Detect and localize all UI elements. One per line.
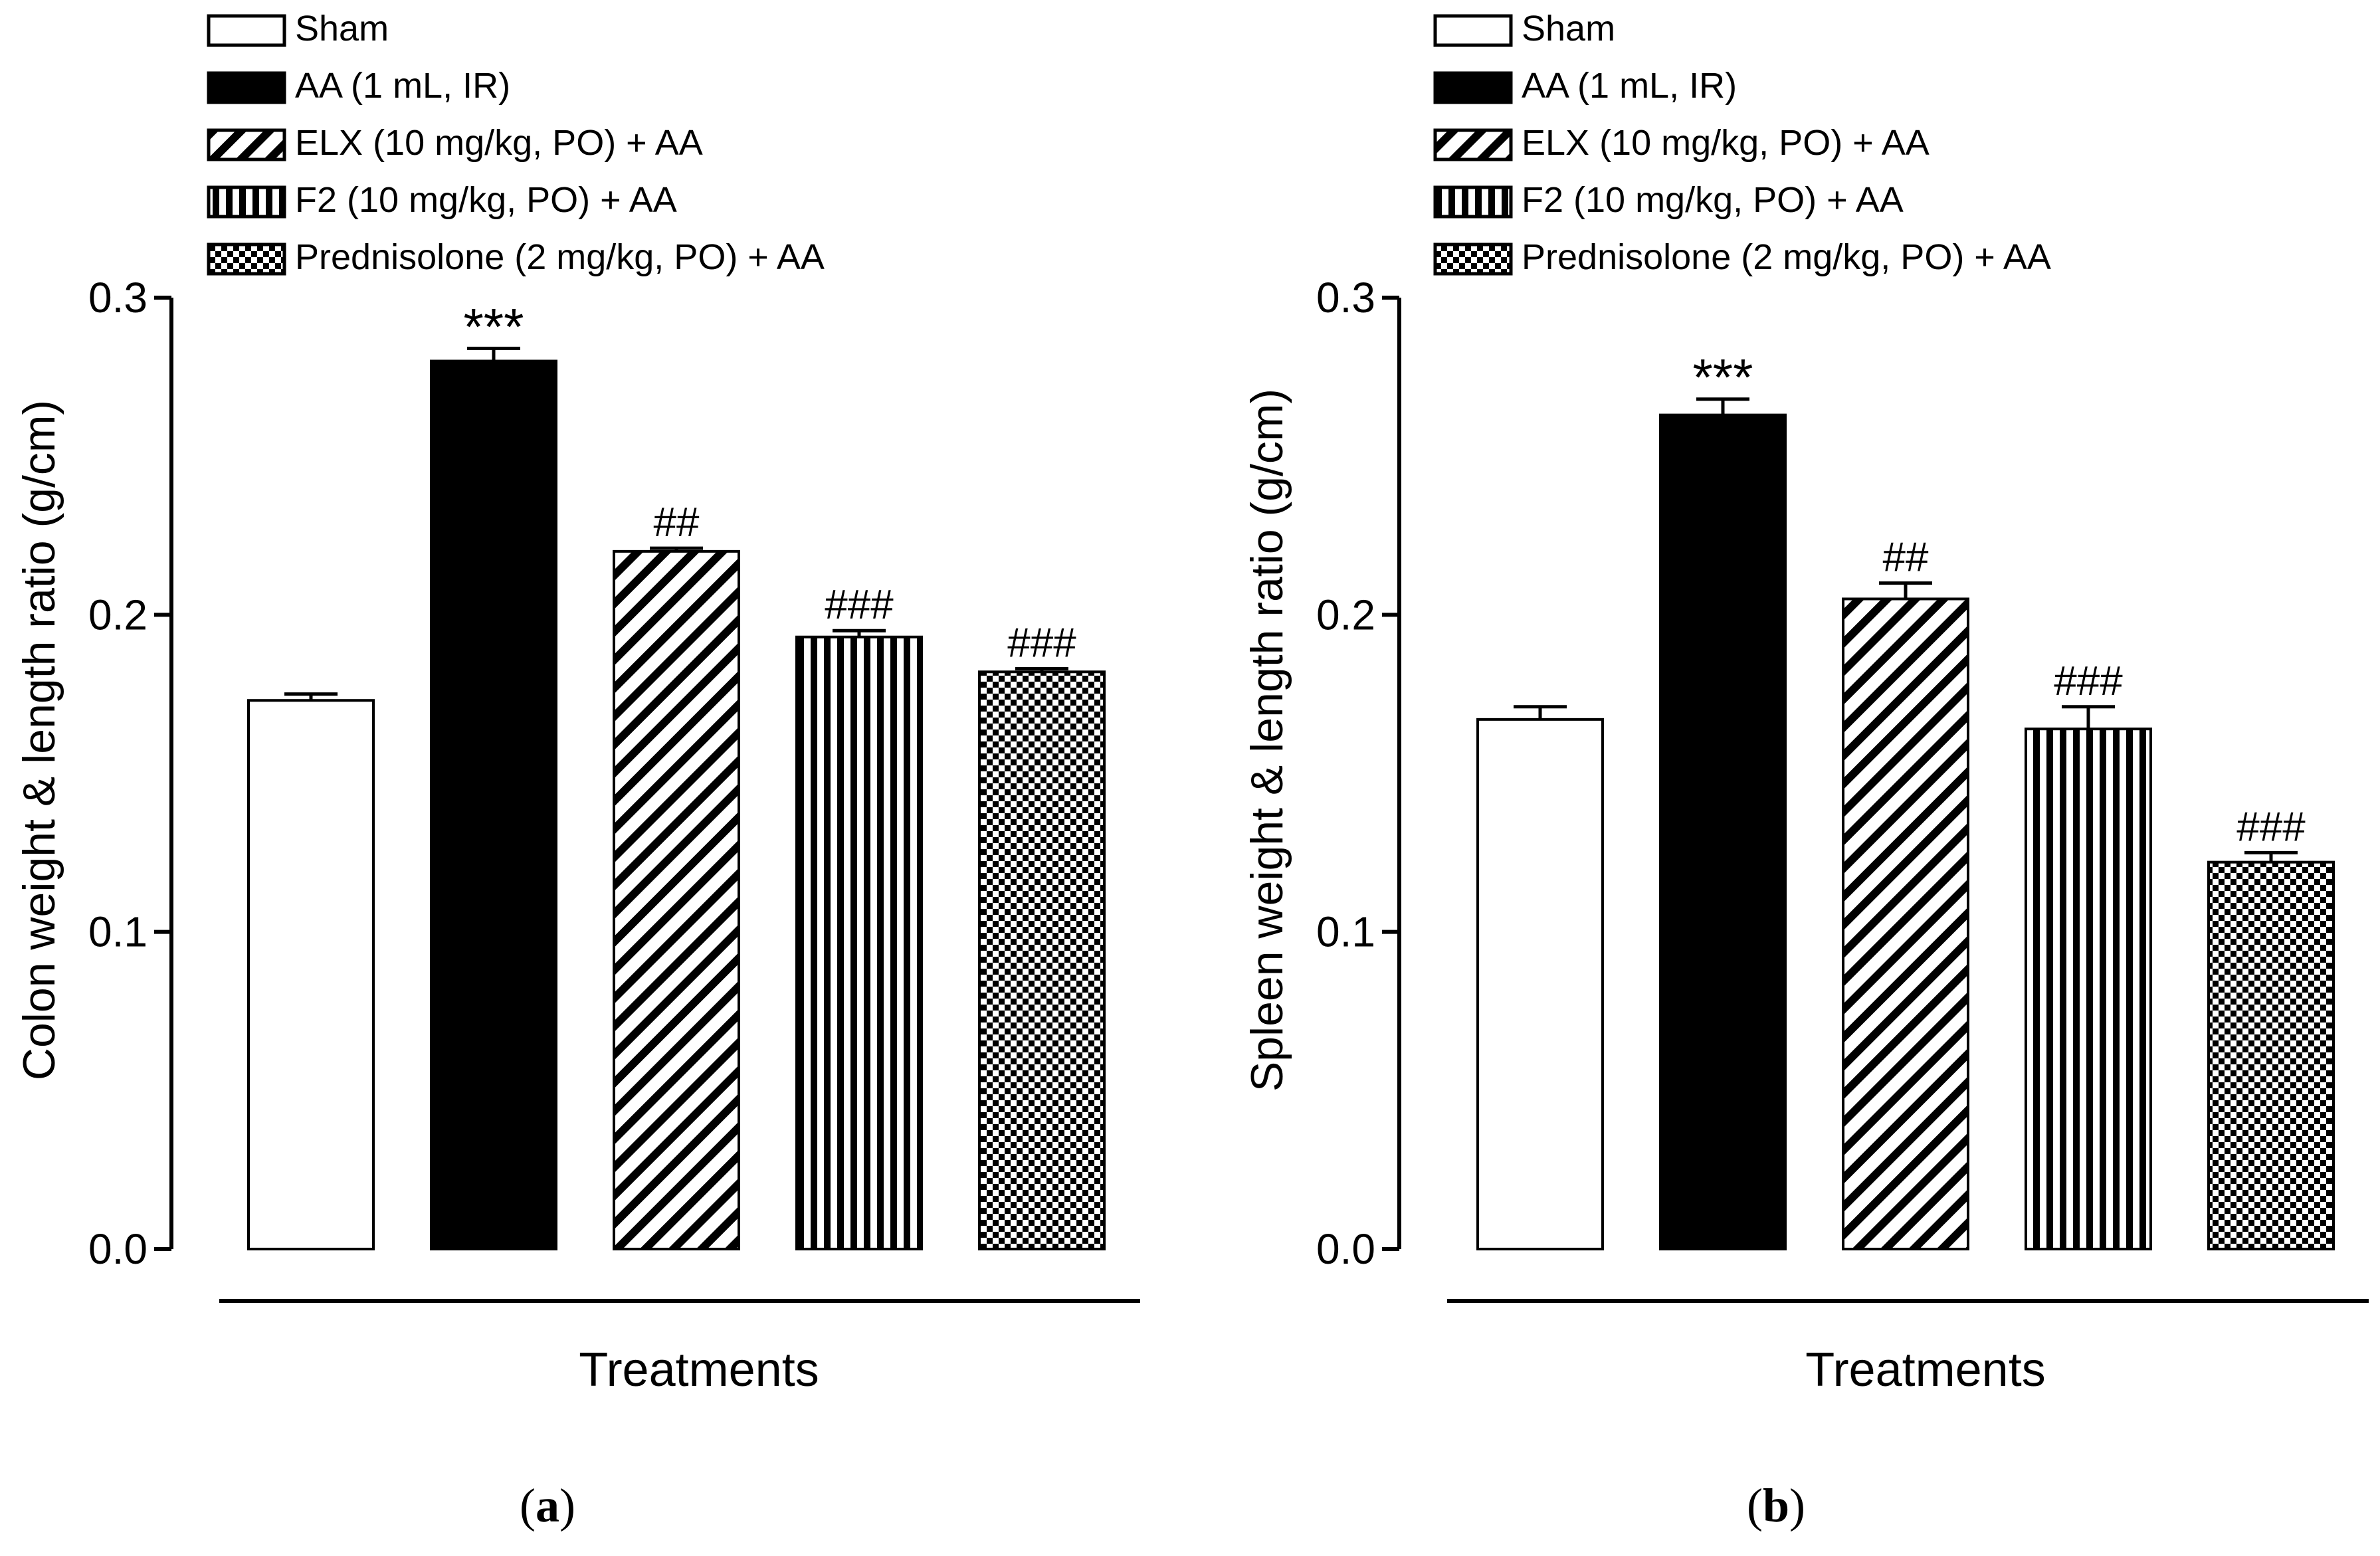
significance-label: ###	[2054, 658, 2123, 704]
legend-label: AA (1 mL, IR)	[295, 66, 510, 106]
bar	[1659, 413, 1787, 1251]
legend-item: Sham	[1433, 9, 1615, 49]
legend-swatch	[1433, 128, 1513, 161]
panel-label-part: (	[1747, 1479, 1763, 1532]
legend-item: F2 (10 mg/kg, PO) + AA	[207, 180, 677, 220]
x-axis-label: Treatments	[1805, 1343, 2045, 1397]
bar-group: ###	[795, 582, 923, 1250]
legend-swatch	[1433, 243, 1513, 276]
panel-label-part: b	[1763, 1479, 1789, 1532]
legend-label: Sham	[295, 9, 389, 49]
bar-group: ##	[1842, 535, 1969, 1250]
significance-label: ###	[2236, 804, 2306, 850]
significance-label: ###	[825, 582, 894, 628]
legend-item: AA (1 mL, IR)	[207, 66, 510, 106]
legend-item: ELX (10 mg/kg, PO) + AA	[207, 123, 703, 163]
bar-group	[247, 692, 375, 1251]
legend-label: AA (1 mL, IR)	[1522, 66, 1737, 106]
legend-swatch	[207, 185, 286, 219]
legend-swatch	[1433, 71, 1513, 104]
legend-item: Prednisolone (2 mg/kg, PO) + AA	[1433, 237, 2051, 277]
y-tick-label: 0.2	[1316, 591, 1375, 638]
bar	[978, 670, 1106, 1250]
bar-group: ***	[1659, 348, 1787, 1251]
panel-a: 0.0 0.1 0.2 0.3 Colon weight & length ratio …	[14, 274, 1140, 1532]
panel-label-part: (	[520, 1479, 536, 1532]
panel-label-part: )	[1789, 1479, 1805, 1532]
legend-swatch	[207, 243, 286, 276]
bar-group: ###	[978, 620, 1106, 1250]
bar-group	[1476, 705, 1604, 1251]
legend-label: ELX (10 mg/kg, PO) + AA	[295, 123, 703, 163]
legend-swatch	[1433, 185, 1513, 219]
bar	[2025, 728, 2152, 1250]
legend-item: ELX (10 mg/kg, PO) + AA	[1433, 123, 1930, 163]
significance-label: ##	[654, 500, 700, 545]
legend-item: F2 (10 mg/kg, PO) + AA	[1433, 180, 1904, 220]
y-tick-label: 0.0	[1316, 1225, 1375, 1273]
panel-label: (b)	[1747, 1479, 1805, 1532]
legend-swatch	[207, 128, 286, 161]
bar-group: ***	[430, 297, 557, 1250]
bar	[247, 699, 375, 1251]
y-tick-label: 0.3	[88, 274, 148, 322]
y-tick-label: 0.1	[88, 908, 148, 956]
bar	[1842, 597, 1969, 1250]
legend-b: Sham AA (1 mL, IR) ELX (10 mg/kg, PO) + AA…	[1433, 9, 2051, 277]
y-tick-label: 0.3	[1316, 274, 1375, 322]
legend-swatch	[207, 71, 286, 104]
legend-label: F2 (10 mg/kg, PO) + AA	[295, 180, 677, 220]
y-tick-label: 0.2	[88, 591, 148, 638]
significance-label: ##	[1883, 535, 1929, 581]
legend-item: Prednisolone (2 mg/kg, PO) + AA	[207, 237, 825, 277]
significance-label: ###	[1007, 620, 1076, 666]
bar-group: ###	[2025, 658, 2152, 1250]
y-tick-label: 0.0	[88, 1225, 148, 1273]
legend-label: ELX (10 mg/kg, PO) + AA	[1522, 123, 1930, 163]
legend-label: Prednisolone (2 mg/kg, PO) + AA	[295, 237, 825, 277]
significance-label: ***	[463, 297, 524, 355]
legend-label: Sham	[1522, 9, 1615, 49]
y-axis-label: Spleen weight & length ratio (g/cm)	[1242, 389, 1292, 1092]
panel-label-part: )	[559, 1479, 575, 1532]
y-tick-label: 0.1	[1316, 908, 1375, 956]
x-axis-label: Treatments	[579, 1343, 819, 1397]
significance-label: ***	[1692, 348, 1753, 407]
legend-swatch	[207, 14, 286, 47]
bar-group: ###	[2207, 804, 2335, 1250]
panel-b: 0.0 0.1 0.2 0.3 Spleen weight & length ratio…	[1242, 274, 2369, 1532]
panel-label-part: a	[536, 1479, 559, 1532]
legend-label: F2 (10 mg/kg, PO) + AA	[1522, 180, 1904, 220]
legend-a: Sham AA (1 mL, IR) ELX (10 mg/kg, PO) + AA…	[207, 9, 825, 277]
legend-swatch	[1433, 14, 1513, 47]
bar	[795, 635, 923, 1250]
bar	[2207, 860, 2335, 1250]
legend-item: Sham	[207, 9, 389, 49]
bar	[430, 359, 557, 1250]
bar	[613, 549, 740, 1250]
legend-item: AA (1 mL, IR)	[1433, 66, 1737, 106]
y-axis-label: Colon weight & length ratio (g/cm)	[14, 400, 64, 1080]
panel-label: (a)	[520, 1479, 575, 1532]
bar	[1476, 718, 1604, 1251]
bar-group: ##	[613, 500, 740, 1250]
legend-label: Prednisolone (2 mg/kg, PO) + AA	[1522, 237, 2051, 277]
